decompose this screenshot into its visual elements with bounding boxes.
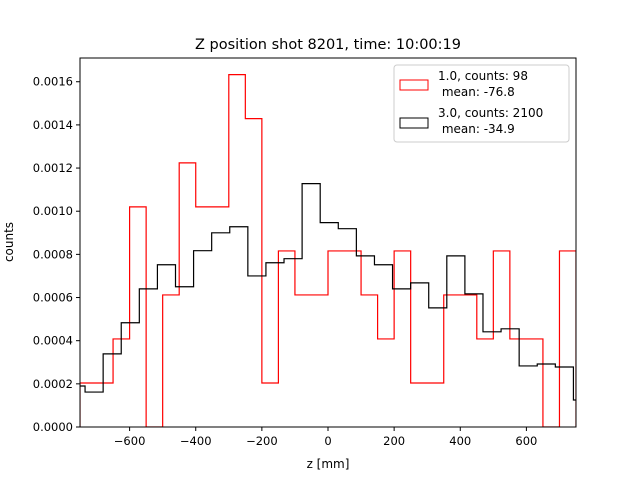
histogram-bin xyxy=(374,265,392,427)
histogram-bin xyxy=(465,294,483,427)
legend-label-1-mean: mean: -76.8 xyxy=(438,85,515,99)
x-tick-label: −600 xyxy=(114,434,146,448)
histogram-bin xyxy=(248,276,266,427)
histogram-bin xyxy=(501,329,519,427)
y-tick-label: 0.0016 xyxy=(33,75,73,89)
chart-title: Z position shot 8201, time: 10:00:19 xyxy=(195,37,461,53)
x-tick-label: 0 xyxy=(324,434,331,448)
y-tick-label: 0.0006 xyxy=(33,291,73,305)
histogram-bin xyxy=(266,263,284,427)
histogram-bin xyxy=(212,233,230,427)
histogram-bin xyxy=(139,289,157,427)
histogram-bin xyxy=(393,289,411,427)
y-tick-label: 0.0002 xyxy=(33,377,73,391)
y-tick-label: 0.0012 xyxy=(33,161,73,175)
series-step-line xyxy=(80,182,576,401)
x-tick-label: 200 xyxy=(383,434,405,448)
histogram-bin xyxy=(302,184,320,427)
y-tick-label: 0.0004 xyxy=(33,334,73,348)
series-2 xyxy=(80,182,576,427)
x-tick-label: −200 xyxy=(246,434,278,448)
x-tick-label: 400 xyxy=(449,434,471,448)
x-tick-label: 600 xyxy=(515,434,537,448)
histogram-bin xyxy=(338,229,356,427)
histogram-bin xyxy=(356,256,374,427)
x-tick-label: −400 xyxy=(180,434,212,448)
axes-frame xyxy=(79,57,577,428)
histogram-bin xyxy=(447,256,465,427)
legend-label-2: 3.0, counts: 2100 xyxy=(438,106,543,120)
series-1 xyxy=(80,74,576,427)
histogram-bin xyxy=(230,227,248,427)
y-tick-label: 0.0010 xyxy=(33,204,73,218)
histogram-bin xyxy=(483,332,501,427)
legend: 1.0, counts: 98 mean: -76.8 3.0, counts:… xyxy=(393,64,570,143)
y-tick-label: 0.0008 xyxy=(33,247,73,261)
legend-label-1: 1.0, counts: 98 xyxy=(438,69,528,83)
histogram-bin xyxy=(157,265,175,427)
y-tick-label: 0.0000 xyxy=(33,420,73,434)
histogram-bin xyxy=(85,392,103,427)
histogram-bin xyxy=(103,354,121,427)
histogram-bin xyxy=(411,283,429,427)
histogram-bin xyxy=(555,367,573,427)
histogram-bin xyxy=(537,364,555,427)
histogram-bin xyxy=(175,287,193,427)
y-axis-label: counts xyxy=(2,222,16,262)
histogram-bin xyxy=(194,251,212,427)
x-axis-label: z [mm] xyxy=(307,457,350,471)
legend-swatch-black xyxy=(399,117,429,129)
legend-swatch-red xyxy=(399,79,429,91)
legend-label-2-mean: mean: -34.9 xyxy=(438,122,515,136)
histogram-bin xyxy=(519,366,537,427)
histogram-bin xyxy=(320,223,338,427)
histogram-bin xyxy=(121,323,139,427)
histogram-bin xyxy=(284,259,302,427)
y-tick-label: 0.0014 xyxy=(33,118,73,132)
histogram-bin xyxy=(429,308,447,427)
series-step-line xyxy=(80,74,576,427)
